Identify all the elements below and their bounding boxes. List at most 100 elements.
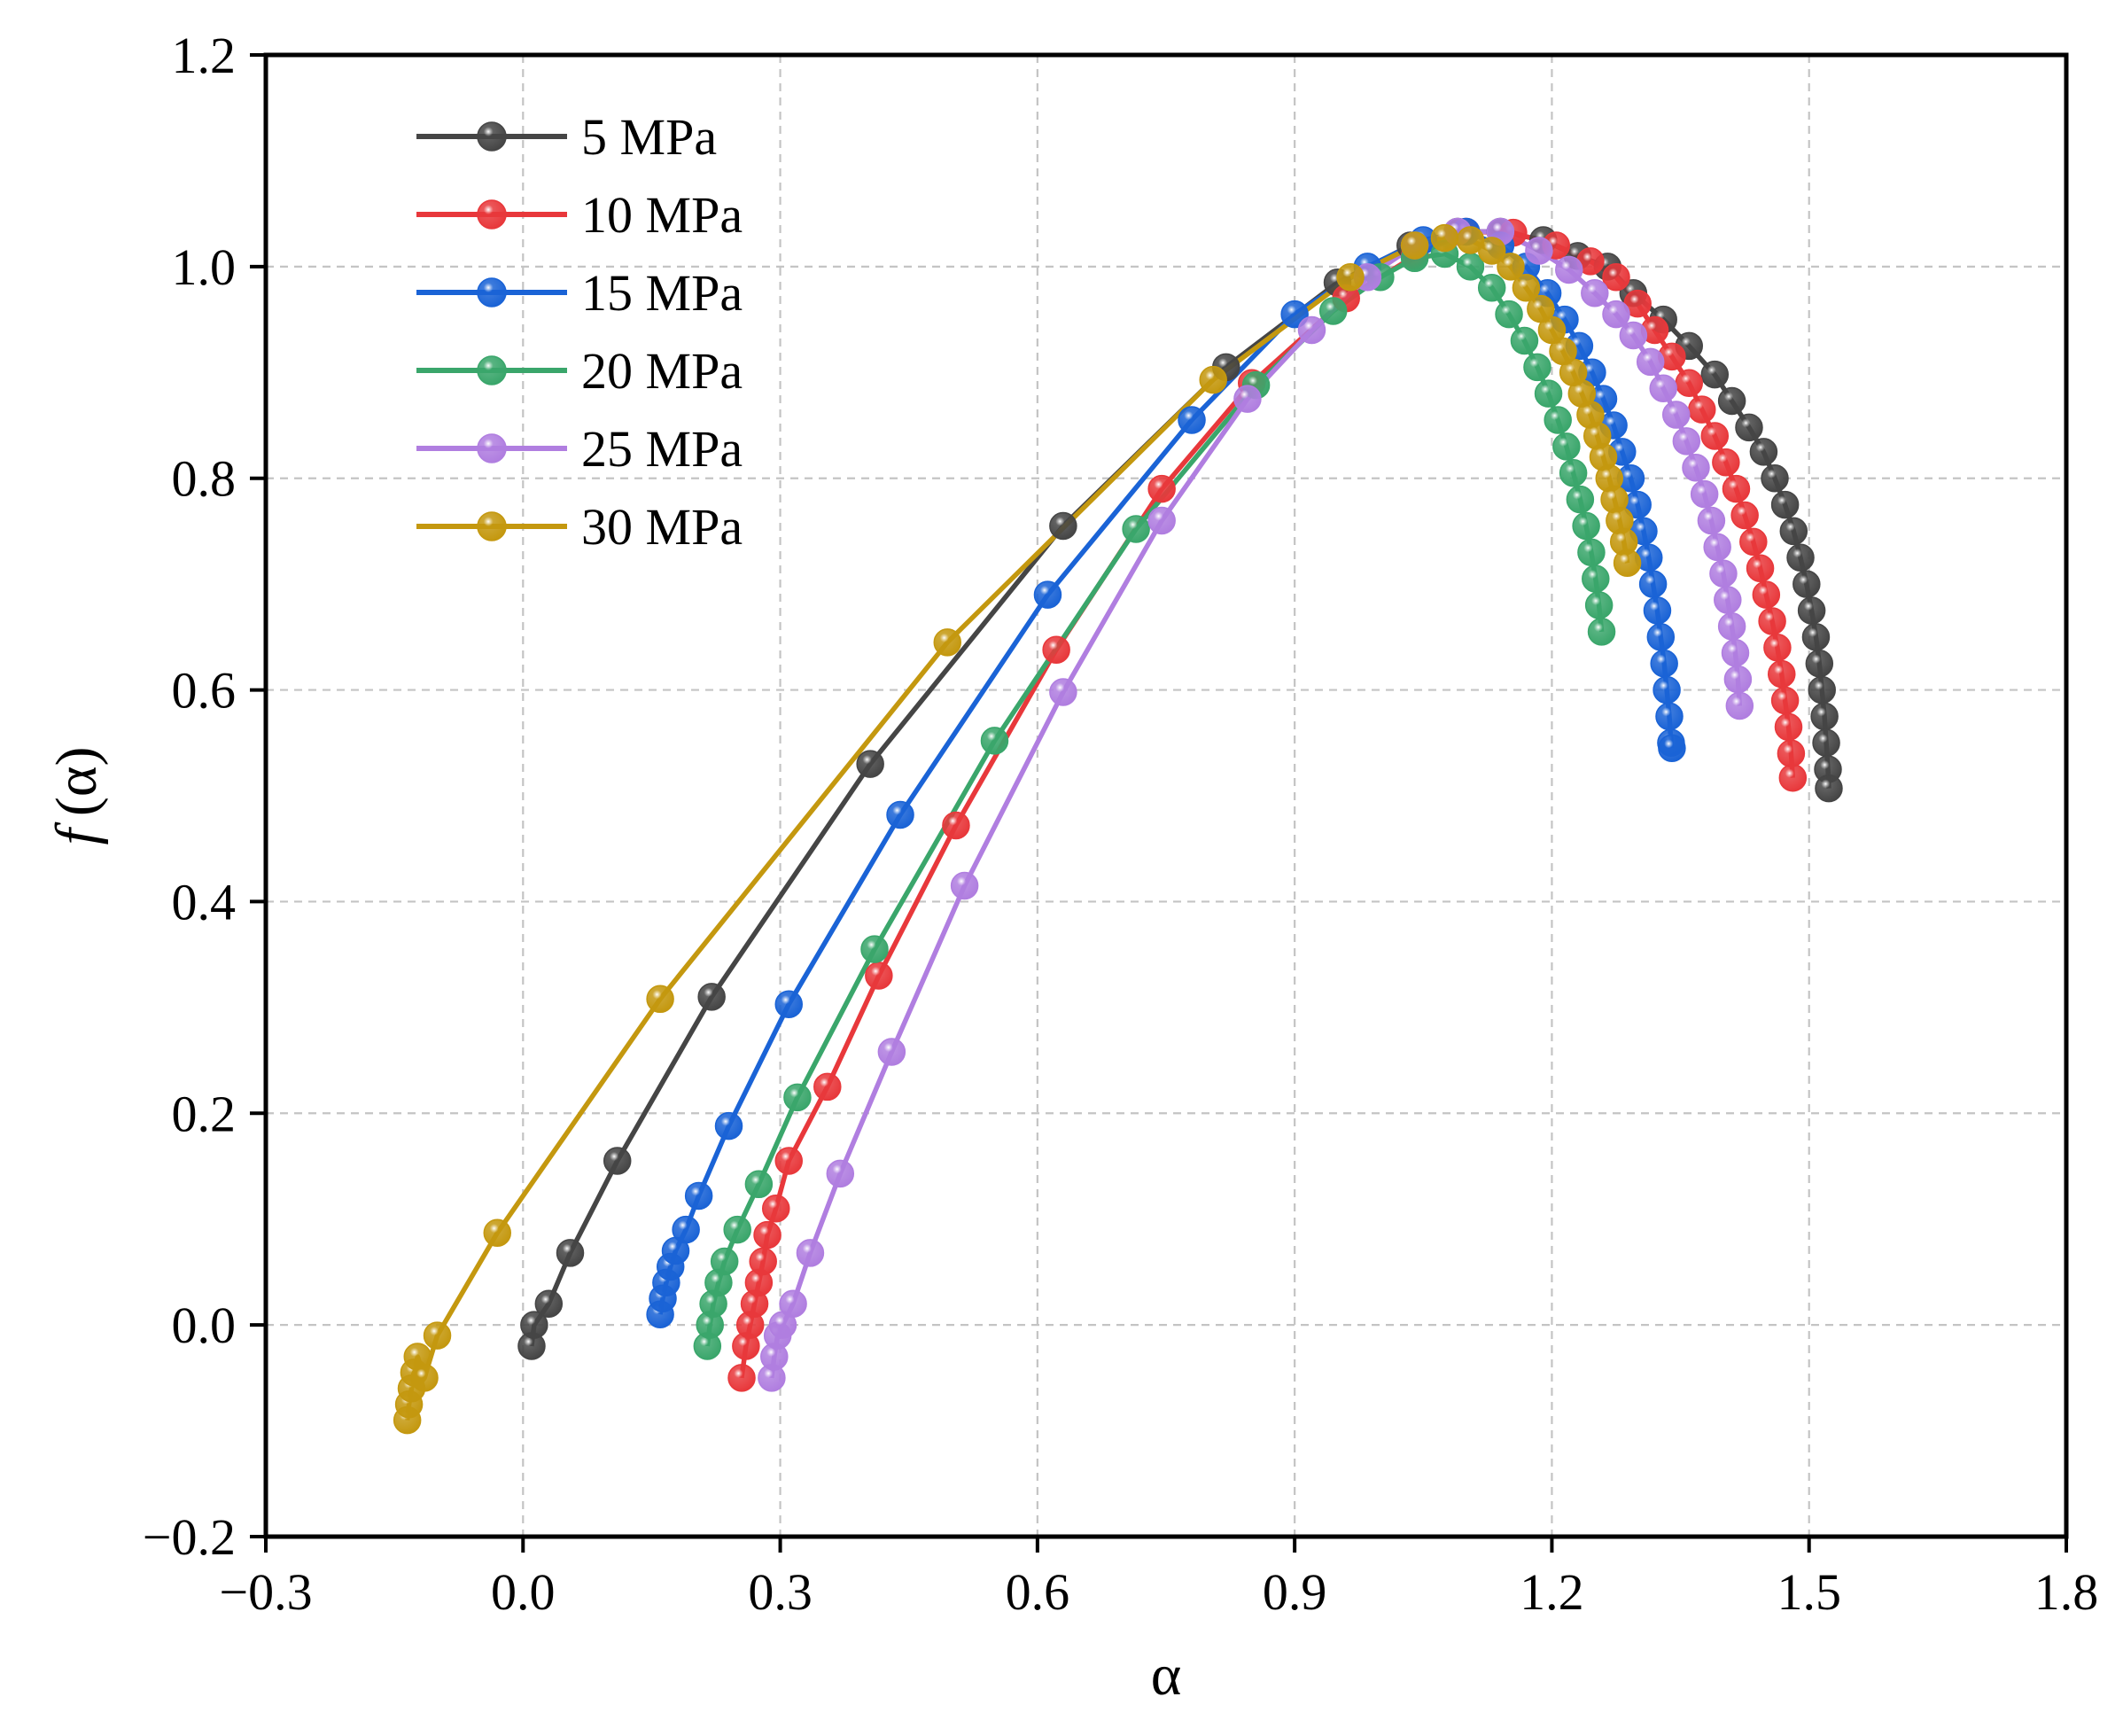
data-point-10-mpa — [1777, 739, 1806, 767]
data-point-15-mpa — [1033, 580, 1062, 609]
x-tick-label: 0.3 — [748, 1563, 813, 1621]
data-point-20-mpa — [1559, 458, 1588, 487]
data-point-30-mpa — [933, 628, 962, 657]
data-point-25-mpa — [1661, 401, 1691, 429]
data-point-20-mpa — [710, 1247, 739, 1276]
data-point-10-mpa — [1752, 580, 1781, 609]
data-point-25-mpa — [1619, 321, 1648, 350]
data-point-5-mpa — [534, 1289, 564, 1319]
data-point-5-mpa — [1749, 438, 1778, 466]
data-point-20-mpa — [1587, 618, 1616, 646]
data-point-10-mpa — [727, 1364, 756, 1392]
data-point-25-mpa — [1672, 427, 1701, 455]
data-point-5-mpa — [856, 750, 884, 778]
data-point-10-mpa — [1700, 422, 1730, 450]
data-point-5-mpa — [1770, 490, 1800, 519]
data-point-5-mpa — [1808, 675, 1836, 705]
data-point-15-mpa — [684, 1181, 713, 1211]
data-point-30-mpa — [1336, 263, 1365, 292]
data-point-15-mpa — [774, 990, 803, 1019]
data-point-10-mpa — [1774, 712, 1803, 742]
data-point-15-mpa — [1658, 734, 1686, 763]
data-point-5-mpa — [1810, 702, 1839, 731]
data-point-10-mpa — [1712, 448, 1740, 477]
data-point-25-mpa — [1636, 347, 1665, 377]
data-point-10-mpa — [865, 961, 893, 990]
data-point-10-mpa — [1746, 554, 1775, 582]
legend-label-5-mpa: 5 MPa — [581, 108, 717, 166]
data-point-10-mpa — [942, 811, 970, 840]
data-point-10-mpa — [1722, 474, 1751, 503]
series-points-10-mpa — [727, 217, 1808, 1392]
legend-marker-25-mpa — [477, 433, 507, 463]
data-point-10-mpa — [813, 1072, 842, 1102]
x-tick-label: 0.9 — [1263, 1563, 1327, 1621]
y-tick-label: −0.2 — [143, 1508, 236, 1566]
data-point-10-mpa — [1675, 369, 1703, 397]
series-line-30-mpa — [404, 235, 1630, 1421]
data-point-5-mpa — [603, 1147, 632, 1175]
data-point-25-mpa — [1233, 385, 1262, 413]
data-point-10-mpa — [1730, 501, 1759, 530]
data-point-10-mpa — [1758, 607, 1786, 635]
data-point-5-mpa — [1735, 413, 1763, 442]
data-point-10-mpa — [1763, 634, 1792, 662]
data-point-20-mpa — [1572, 511, 1600, 541]
data-point-30-mpa — [1199, 365, 1227, 394]
y-tick-label: 0.6 — [172, 662, 237, 720]
data-point-25-mpa — [877, 1038, 906, 1066]
data-point-30-mpa — [1400, 231, 1429, 260]
legend-label-10-mpa: 10 MPa — [581, 186, 743, 244]
data-point-5-mpa — [1779, 517, 1808, 546]
data-point-25-mpa — [779, 1289, 807, 1319]
legend-label-20-mpa: 20 MPa — [581, 342, 743, 400]
data-point-15-mpa — [1643, 596, 1672, 625]
y-tick-label: 1.0 — [172, 238, 237, 296]
data-point-25-mpa — [1555, 255, 1583, 284]
data-point-20-mpa — [1544, 406, 1572, 434]
data-point-30-mpa — [1613, 549, 1642, 578]
legend-marker-30-mpa — [477, 511, 507, 541]
data-point-20-mpa — [1318, 297, 1348, 325]
data-point-10-mpa — [753, 1220, 782, 1249]
data-point-30-mpa — [423, 1321, 452, 1350]
y-tick-labels: −0.2 0.0 0.2 0.4 0.6 0.8 1.0 1.2 — [143, 27, 236, 1566]
data-point-25-mpa — [1709, 559, 1738, 588]
data-point-5-mpa — [520, 1311, 548, 1339]
data-point-30-mpa — [646, 985, 674, 1014]
series-points — [393, 217, 1843, 1435]
data-point-20-mpa — [1582, 564, 1610, 593]
axis-ticks — [250, 53, 2068, 1553]
series-line-15-mpa — [657, 229, 1675, 1315]
data-point-10-mpa — [1042, 635, 1070, 664]
data-point-25-mpa — [1049, 678, 1077, 706]
data-point-20-mpa — [723, 1215, 751, 1244]
x-tick-label: 0.6 — [1006, 1563, 1070, 1621]
data-point-20-mpa — [1122, 515, 1150, 543]
data-point-25-mpa — [1649, 374, 1677, 402]
legend-marker-10-mpa — [477, 199, 507, 230]
data-point-15-mpa — [1655, 702, 1684, 731]
data-point-10-mpa — [1602, 263, 1630, 292]
series-points-15-mpa — [646, 217, 1686, 1328]
data-point-25-mpa — [1581, 278, 1609, 307]
data-point-20-mpa — [1577, 538, 1606, 567]
legend-item-25-mpa: 25 MPa — [416, 420, 743, 478]
data-point-5-mpa — [1786, 543, 1815, 572]
data-point-25-mpa — [1682, 454, 1710, 482]
x-tick-label: 1.5 — [1777, 1563, 1841, 1621]
data-point-10-mpa — [1739, 527, 1768, 557]
plot-frame — [263, 52, 2069, 1539]
data-point-25-mpa — [796, 1239, 825, 1267]
legend-label-30-mpa: 30 MPa — [581, 498, 743, 556]
y-tick-label: 0.2 — [172, 1085, 237, 1142]
data-point-25-mpa — [1714, 586, 1742, 614]
x-tick-label: 0.0 — [491, 1563, 556, 1621]
data-point-20-mpa — [744, 1170, 774, 1199]
y-tick-label: 0.0 — [172, 1296, 237, 1354]
y-tick-label: 1.2 — [172, 27, 237, 84]
data-point-20-mpa — [1566, 485, 1595, 514]
x-tick-labels: −0.3 0.0 0.3 0.6 0.9 1.2 1.5 1.8 — [219, 1563, 2098, 1621]
